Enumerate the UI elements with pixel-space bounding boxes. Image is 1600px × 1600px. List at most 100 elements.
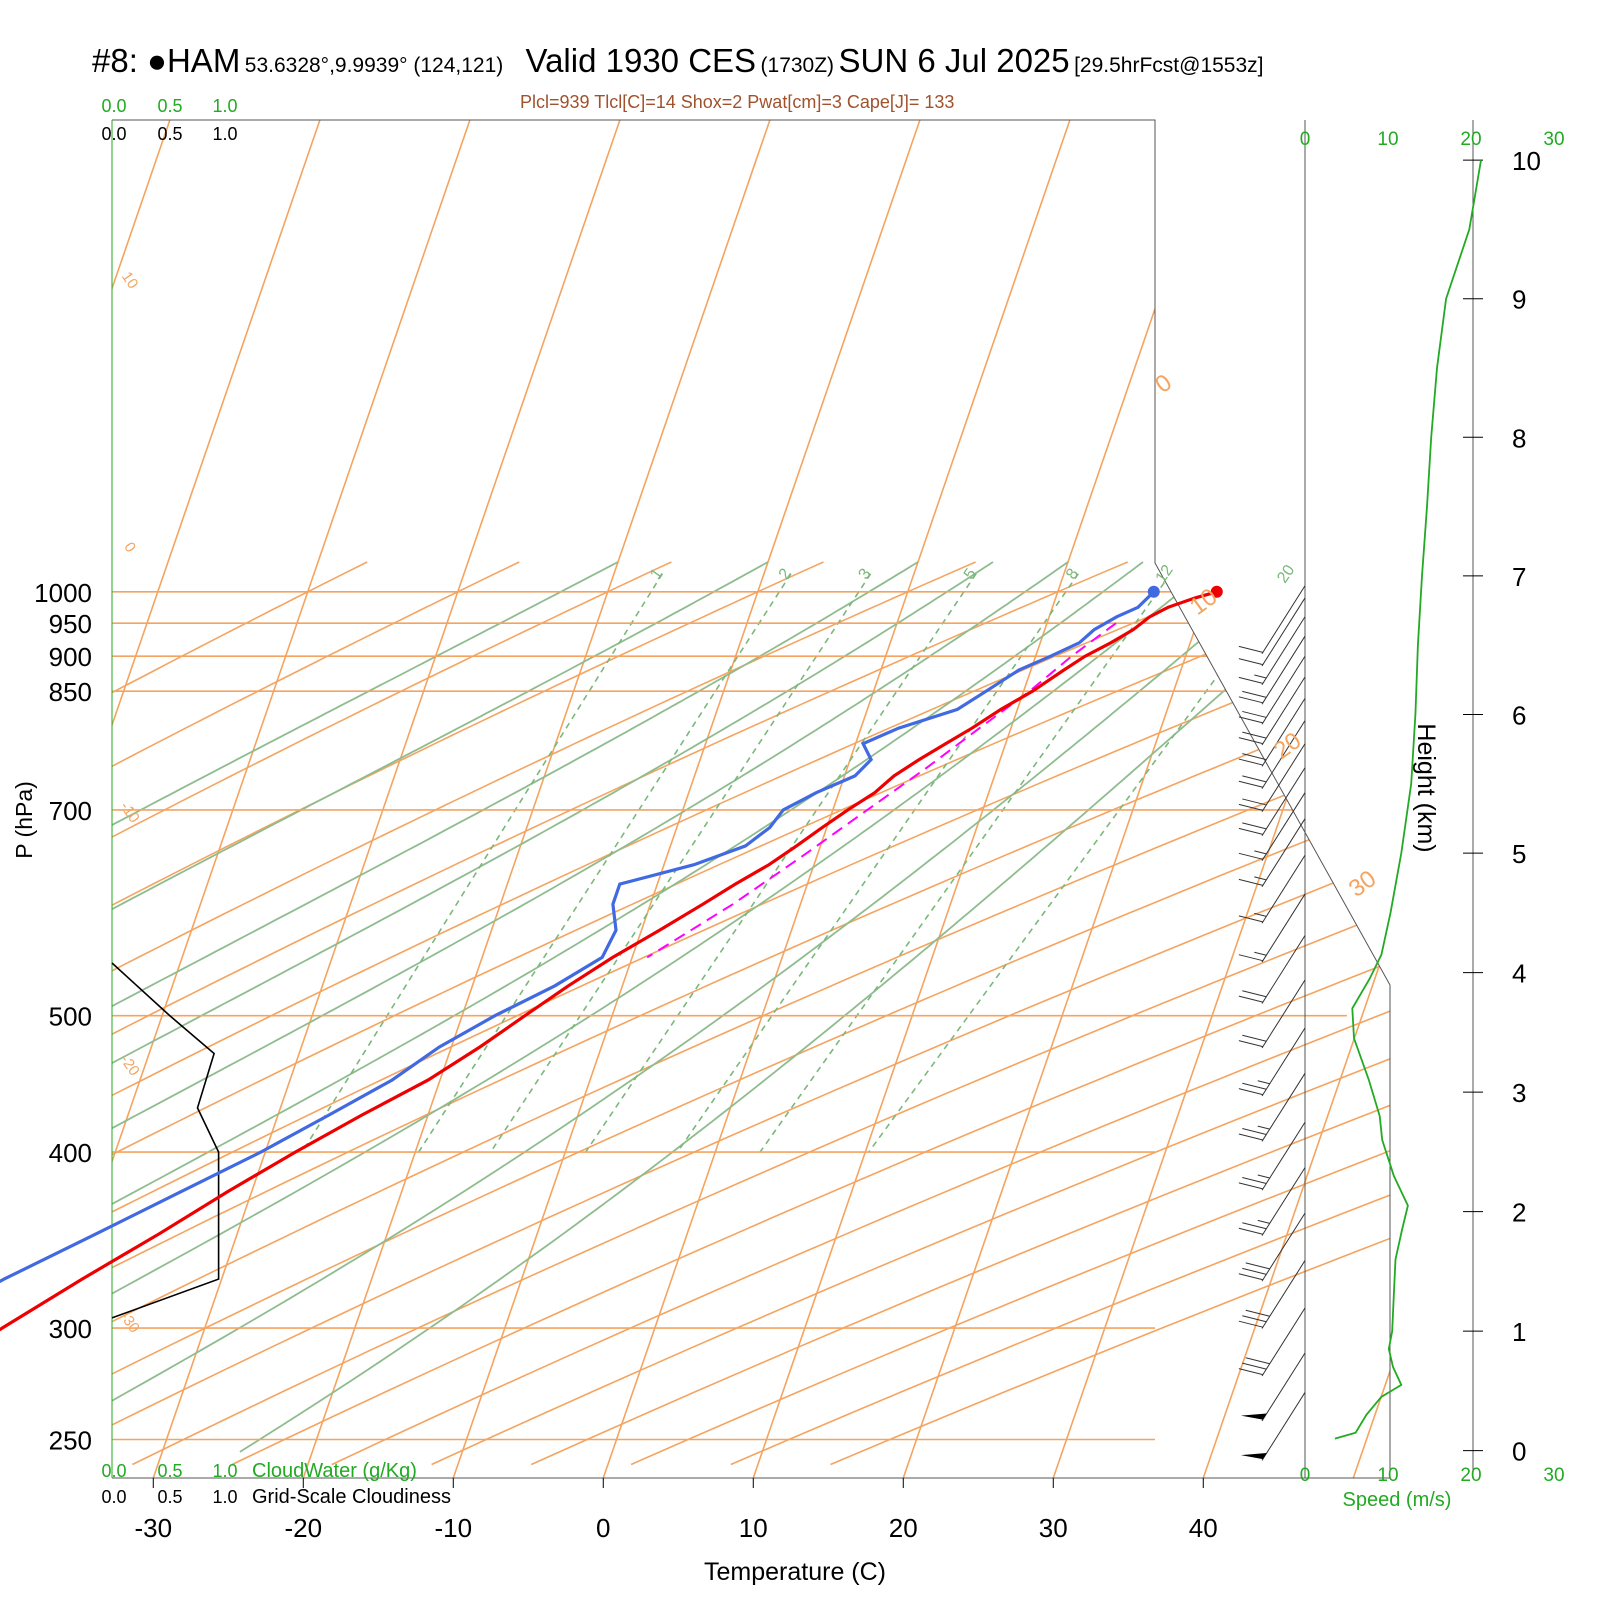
barb-full <box>1238 827 1263 835</box>
barb-full <box>1238 716 1263 724</box>
barb-staff <box>1261 676 1306 746</box>
moist-adiabat <box>112 561 994 1453</box>
station-id: #8: <box>92 42 148 79</box>
barb-staff <box>1261 893 1306 963</box>
dry-adiabat <box>112 561 1390 1466</box>
barb-full <box>1238 758 1263 766</box>
height-tick-label: 6 <box>1512 701 1526 731</box>
barb-full <box>1242 990 1267 998</box>
barb-staff <box>1261 818 1306 887</box>
wind-barb <box>1240 1352 1306 1422</box>
speed-tick-label: 20 <box>1460 1465 1481 1486</box>
wind-barb <box>1238 1167 1306 1236</box>
cloudwater-tick-label: 0.5 <box>157 1461 182 1481</box>
station-coords: 53.6328°,9.9939° (124,121) <box>244 54 504 77</box>
speed-tick-label: 0 <box>1300 1465 1311 1486</box>
barb-half <box>1254 951 1267 956</box>
wind-barb <box>1238 854 1306 924</box>
pressure-tick-label: 950 <box>49 609 92 639</box>
temperature-tick-label: 40 <box>1189 1513 1218 1543</box>
barb-full <box>1242 753 1267 761</box>
barb-full <box>1245 1309 1270 1317</box>
barb-full <box>1242 1176 1267 1184</box>
cloudwater-tick-label: 0.0 <box>101 1461 126 1481</box>
mixing-ratio-line <box>417 573 792 1153</box>
barb-full <box>1242 1034 1267 1042</box>
height-tick-label: 10 <box>1512 146 1541 176</box>
mixing-ratio-line <box>868 573 1293 1153</box>
cloudiness-tick-label: 0.5 <box>157 124 182 144</box>
temperature-axis-title: Temperature (C) <box>704 1558 886 1586</box>
height-tick-label: 2 <box>1512 1198 1526 1228</box>
barb-full <box>1238 645 1263 653</box>
dry-adiabat <box>331 561 1390 1466</box>
barb-half <box>1254 850 1267 855</box>
dry-adiabat <box>112 561 1390 1466</box>
barb-full <box>1242 1128 1267 1136</box>
temperature-tick-label: -30 <box>134 1513 172 1543</box>
barb-staff <box>1261 698 1306 767</box>
cloudwater-tick-label: 0.5 <box>157 96 182 116</box>
temperature-tick-label: 10 <box>739 1513 768 1543</box>
barb-full <box>1242 1082 1267 1090</box>
wind-barb <box>1238 720 1306 789</box>
wind-barbs <box>1238 585 1306 1461</box>
dry-adiabat <box>730 561 1390 1466</box>
mixing-ratio-line <box>301 573 664 1153</box>
barb-staff <box>1261 597 1306 667</box>
isotherm-line <box>1202 120 1390 1478</box>
barb-full <box>1238 1182 1263 1190</box>
speed-tick-label: 30 <box>1543 129 1564 150</box>
dry-adiabat <box>112 561 1390 1466</box>
barb-full <box>1242 1222 1267 1230</box>
barb-full <box>1242 798 1267 806</box>
dry-adiabat <box>112 561 824 1466</box>
barb-half <box>1254 912 1267 917</box>
height-tick-label: 7 <box>1512 562 1526 592</box>
barb-full <box>1238 1368 1263 1376</box>
height-axis-title: Height (km) <box>1412 723 1440 852</box>
background-grid <box>112 120 1390 1478</box>
valid-date: SUN 6 Jul 2025 <box>838 42 1070 79</box>
barb-full <box>1242 822 1267 830</box>
barb-staff <box>1261 1027 1306 1097</box>
barb-full <box>1238 1273 1263 1281</box>
wind-barb <box>1238 1073 1306 1142</box>
barb-flag <box>1240 1452 1267 1460</box>
barb-full <box>1238 1227 1263 1235</box>
cloudwater-tick-label: 1.0 <box>212 1461 237 1481</box>
dry-adiabat <box>132 561 1390 1466</box>
barb-staff <box>1261 792 1306 861</box>
valid-time: Valid 1930 CES <box>525 42 757 79</box>
barb-full <box>1238 995 1263 1003</box>
wind-barb <box>1238 676 1306 746</box>
temperature-line <box>0 590 1218 1332</box>
dry-adiabat <box>112 561 976 1466</box>
barb-half <box>1257 1125 1270 1130</box>
isotherm-line <box>302 120 771 1478</box>
cloudiness-tick-label: 0.0 <box>101 1487 126 1507</box>
pressure-tick-label: 900 <box>49 642 92 672</box>
moist-adiabat <box>112 561 1069 1453</box>
surface-temperature-point <box>1210 585 1223 598</box>
barb-full <box>1238 852 1263 860</box>
barb-staff <box>1261 935 1306 1004</box>
temperature-tick-label: -10 <box>434 1513 472 1543</box>
speed-tick-label: 30 <box>1543 1465 1564 1486</box>
barb-full <box>1245 1357 1270 1365</box>
forecast-info: [29.5hrFcst@1553z] <box>1074 54 1264 77</box>
pressure-tick-label: 850 <box>49 677 92 707</box>
barb-half <box>1257 1219 1270 1224</box>
barb-full <box>1242 1315 1267 1323</box>
wind-barb <box>1238 1027 1306 1097</box>
wind-barb <box>1238 655 1306 725</box>
isotherm-line <box>152 120 621 1478</box>
dry-adiabat <box>431 561 1390 1466</box>
barb-staff <box>1261 979 1306 1049</box>
cloudiness-tick-label: 0.0 <box>101 124 126 144</box>
plot-frame <box>111 119 1391 1479</box>
height-tick-label: 9 <box>1512 285 1526 315</box>
wind-barb <box>1238 585 1306 654</box>
barb-staff <box>1261 1121 1306 1191</box>
